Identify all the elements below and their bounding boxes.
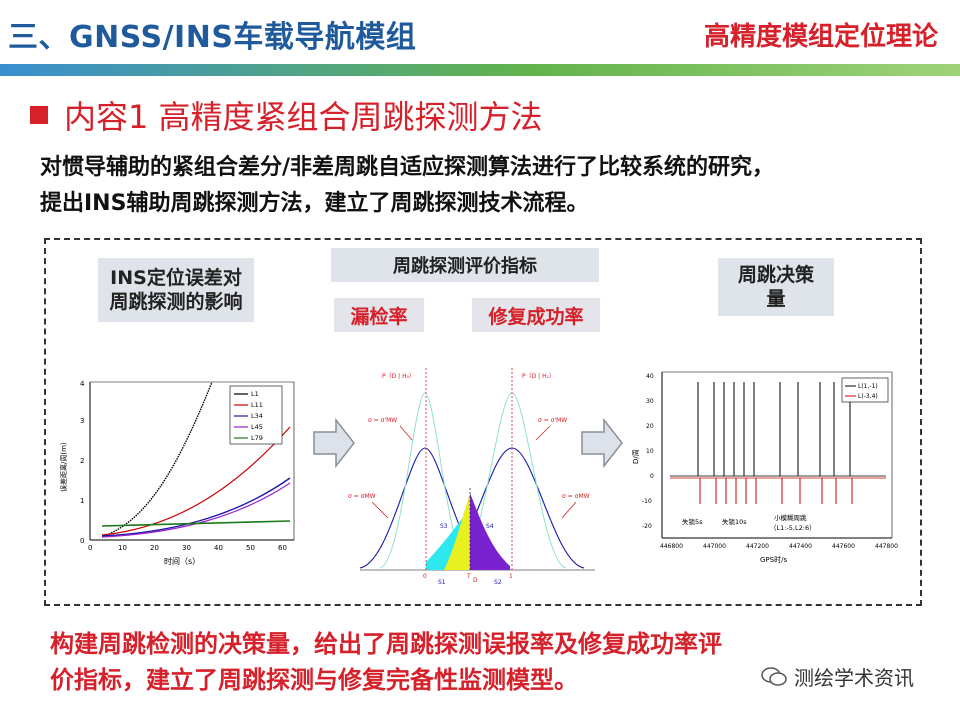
flow-arrow-icon <box>313 418 355 468</box>
bullet-square-icon <box>30 106 48 124</box>
c2-label-pdh1: P（D | H₁） <box>522 373 555 380</box>
c3-ytick: -20 <box>642 523 652 530</box>
ins-effect-box: INS定位误差对 周跳探测的影响 <box>98 258 254 322</box>
c1-xtick: 60 <box>278 544 287 552</box>
c2-sigma-3: σ = σMW <box>348 493 376 500</box>
intro-paragraph: 对惯导辅助的紧组合差分/非差周跳自适应探测算法进行了比较系统的研究， 提出INS… <box>40 150 940 222</box>
ins-error-chart: 0 1 2 3 4 0 10 20 30 40 50 60 时间（s） 误差距离… <box>52 372 302 572</box>
c1-ytick: 1 <box>80 497 84 505</box>
c1-ytick: 4 <box>80 380 85 388</box>
flow-arrow-icon <box>581 418 623 468</box>
c3-spikes <box>697 382 853 504</box>
repair-rate-box: 修复成功率 <box>472 298 600 332</box>
header-bar <box>0 64 960 76</box>
c3-xtick: 447800 <box>875 543 898 550</box>
c1-xtick: 30 <box>182 544 191 552</box>
c1-ytick: 2 <box>80 457 84 465</box>
watermark-text: 测绘学术资讯 <box>794 666 914 690</box>
c3-ytick: 0 <box>650 473 654 480</box>
c3-xtick: 447000 <box>703 543 726 550</box>
c1-xtick: 40 <box>214 544 223 552</box>
watermark: 测绘学术资讯 <box>760 662 914 691</box>
c1-xtick: 50 <box>246 544 255 552</box>
ins-effect-line2: 周跳探测的影响 <box>109 291 243 313</box>
c3-xtick: 447600 <box>832 543 855 550</box>
c1-series-l11 <box>101 426 291 536</box>
c1-xlabel: 时间（s） <box>164 556 200 566</box>
c1-series-l79 <box>101 520 291 527</box>
c2-label-pdh0: P（D | H₀） <box>382 373 415 380</box>
intro-line-2: 提出INS辅助周跳探测方法，建立了周跳探测技术流程。 <box>40 191 589 216</box>
c2-label-1: 1 <box>509 573 513 580</box>
conclusion-line-1: 构建周跳检测的决策量，给出了周跳探测误报率及修复成功率评 <box>50 630 722 658</box>
c2-region-s4 <box>470 493 510 570</box>
c1-ytick: 3 <box>80 417 84 425</box>
c1-legend-item: L45 <box>251 423 263 431</box>
c3-annotation-lock5: 失锁5s <box>682 517 703 526</box>
c3-ytick: -10 <box>642 498 652 505</box>
c1-legend-item: L34 <box>251 412 263 420</box>
c2-region-s3 <box>444 493 470 570</box>
header-title: 三、GNSS/INS车载导航模组 <box>8 20 417 55</box>
decision-line1: 周跳决策 <box>737 264 814 286</box>
c1-ytick: 0 <box>80 537 84 545</box>
c1-legend-item: L1 <box>251 390 259 398</box>
decision-line2: 量 <box>766 288 786 310</box>
c2-sigma-2: σ = σ'MW <box>538 417 567 424</box>
decision-box: 周跳决策 量 <box>718 258 834 316</box>
section-title-text: 内容1 高精度紧组合周跳探测方法 <box>64 98 543 136</box>
c3-ytick: 10 <box>646 448 654 455</box>
c2-label-0: 0 <box>423 573 427 580</box>
c1-legend-item: L79 <box>251 434 263 442</box>
section-title: 内容1 高精度紧组合周跳探测方法 <box>30 92 543 138</box>
eval-index-box: 周跳探测评价指标 <box>331 248 599 282</box>
decision-chart: 40 30 20 10 0 -10 -20 446800 447000 4472… <box>630 364 910 574</box>
c3-xtick: 447200 <box>746 543 769 550</box>
c1-xtick: 20 <box>150 544 159 552</box>
c3-legend-item: L(1,-1) <box>858 383 878 390</box>
c1-ylabel: 误差距离/周(m) <box>59 442 68 492</box>
figure-panel <box>44 238 922 606</box>
c2-sigma-4: σ = σMW <box>562 493 590 500</box>
c1-series-l45 <box>101 482 291 538</box>
c1-legend-item: L11 <box>251 401 263 409</box>
c3-ytick: 30 <box>646 398 654 405</box>
c2-label-d: D <box>473 577 478 584</box>
c2-label-t: T <box>466 573 471 580</box>
c3-annotation-small-2: （L1:-5,L2:6） <box>770 524 816 532</box>
c2-label-s4: S4 <box>486 523 494 530</box>
c1-xtick: 10 <box>118 544 127 552</box>
c2-label-s2: S2 <box>494 579 502 586</box>
c3-xlabel: GPS时/s <box>760 555 787 564</box>
c2-sigma-1: σ = σ'MW <box>368 417 397 424</box>
c2-label-s1: S1 <box>438 579 446 586</box>
conclusion-line-2: 价指标，建立了周跳探测与修复完备性监测模型。 <box>50 666 578 694</box>
c2-label-s3: S3 <box>440 523 448 530</box>
c1-xtick: 0 <box>88 544 92 552</box>
ins-effect-line1: INS定位误差对 <box>110 267 242 289</box>
wechat-icon <box>761 666 787 686</box>
c3-ytick: 40 <box>646 373 654 380</box>
c3-ytick: 20 <box>646 423 654 430</box>
c3-xtick: 447400 <box>789 543 812 550</box>
missed-rate-box: 漏检率 <box>334 298 424 332</box>
c1-series-l1 <box>101 381 213 538</box>
intro-line-1: 对惯导辅助的紧组合差分/非差周跳自适应探测算法进行了比较系统的研究， <box>40 155 775 180</box>
c3-annotation-small: 小模糊周跳 <box>774 513 807 522</box>
c2-pdh0-narrow <box>379 392 471 569</box>
c3-legend-item: L(-3,4) <box>858 393 878 400</box>
conclusion: 构建周跳检测的决策量，给出了周跳探测误报率及修复成功率评 价指标，建立了周跳探测… <box>50 626 930 698</box>
c3-ylabel: D/周 <box>632 449 640 464</box>
distribution-chart: P（D | H₀） P（D | H₁） σ = σ'MW σ = σ'MW σ … <box>348 368 595 586</box>
c3-xtick: 446800 <box>660 543 683 550</box>
c1-series-l34 <box>101 477 291 537</box>
c3-annotation-lock10: 失锁10s <box>722 517 747 526</box>
header-subtitle: 高精度模组定位理论 <box>703 22 938 52</box>
